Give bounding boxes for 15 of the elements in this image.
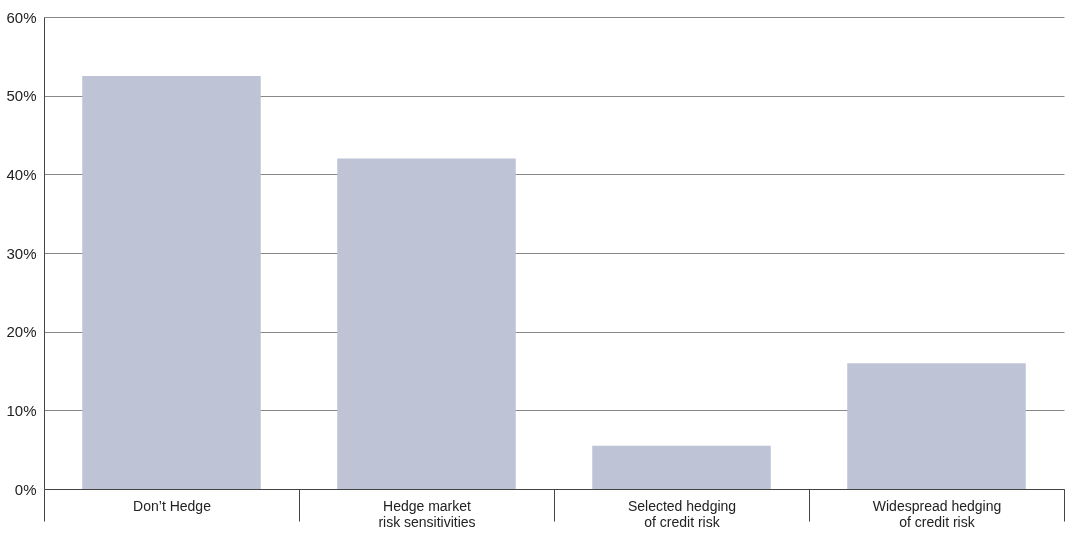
y-tick-label: 60% [6, 8, 37, 26]
x-tick-label: Widespread hedging of credit risk [872, 497, 1002, 530]
bar [592, 445, 771, 489]
bar [337, 158, 516, 489]
y-tick-label: 30% [6, 244, 37, 262]
y-tick-label: 50% [6, 87, 37, 105]
x-tick-label: Selected hedging of credit risk [627, 497, 737, 530]
y-tick-label: 40% [6, 165, 37, 183]
bar [82, 76, 261, 489]
bar [847, 363, 1026, 489]
y-tick-label: 10% [6, 401, 37, 419]
x-tick-label: Don’t Hedge [133, 497, 212, 514]
y-tick-label: 0% [14, 480, 37, 498]
y-tick-label: 20% [6, 323, 37, 341]
x-tick-label: Hedge market risk sensitivities [378, 497, 476, 530]
